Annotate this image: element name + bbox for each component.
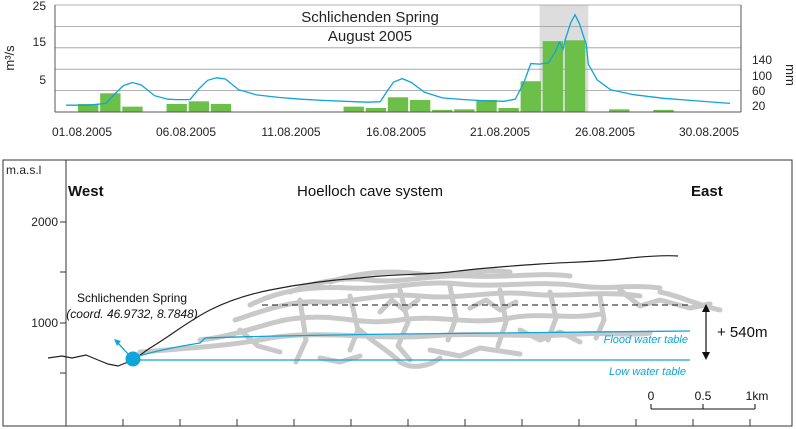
precipitation-bar [166,103,187,112]
y-right-tick-label: 20 [752,99,766,113]
y-right-tick-label: 140 [752,53,772,67]
x-tick-label: 26.08.2005 [575,125,635,139]
cave-passages [137,268,723,369]
x-tick-label: 01.08.2005 [52,125,112,139]
scale-label: 1km [746,389,769,403]
east-label: East [691,183,723,200]
precipitation-bar [343,106,364,112]
flood-water-table-line [132,330,691,359]
precipitation-bar [210,103,232,112]
precipitation-bar [409,99,431,112]
spring-arrow-head [114,339,121,346]
y-left-tick-label: 15 [33,35,47,49]
y-right-tick-label: 100 [752,69,772,83]
x-tick-label: 16.08.2005 [366,125,426,139]
x-tick-label: 21.08.2005 [470,125,530,139]
x-tick-label: 11.08.2005 [261,125,320,139]
diagram-frame [2,159,793,427]
precipitation-bar [78,103,99,112]
spring-arrow [117,342,130,356]
diagram-title: Hoelloch cave system [297,183,443,200]
precipitation-bar [564,40,586,113]
y-right-tick-label: 60 [752,84,766,98]
precipitation-bar [609,109,630,112]
chart-title: Schlichenden Spring [301,9,439,26]
y-tick-label: 2000 [31,215,58,229]
precipitation-bar [387,97,409,112]
precipitation-bar [653,109,674,112]
low-water-table-label: Low water table [609,366,686,378]
spring-coordinates-label: (coord. 46.9732, 8.7848) [66,307,197,321]
x-tick-label: 06.08.2005 [156,125,216,139]
precipitation-bar [498,107,519,112]
precipitation-bar [454,109,475,112]
gridlines [55,4,741,91]
scale-label: 0.5 [695,389,712,403]
cave-cross-section: 2000 1000 m.a.s.l [2,159,793,427]
terrain-profile [47,255,679,367]
y-axis-label: m.a.s.l [6,163,41,177]
precipitation-bar [432,109,453,112]
chart-subtitle: August 2005 [328,28,412,45]
y-left-axis-label: m³/s [2,45,17,71]
precipitation-bar [542,41,564,112]
west-label: West [68,183,104,200]
precipitation-bar [476,99,497,112]
precipitation-bar [100,93,121,112]
scale-bar: 0 0.5 1km [648,389,769,410]
precipitation-bar [188,101,210,112]
precipitation-bar [122,106,143,112]
spring-label: Schlichenden Spring [77,291,187,305]
spring-marker [125,351,141,367]
x-ticks [65,419,751,426]
rise-arrow-head-down [702,352,710,360]
rise-label: + 540m [717,324,767,341]
scale-label: 0 [648,389,655,403]
y-tick-label: 1000 [31,316,58,330]
precipitation-bars [78,40,674,113]
precipitation-bar [520,81,541,112]
flood-water-table-label: Flood water table [604,334,688,346]
y-left-tick-label: 25 [33,0,47,13]
precipitation-bar [365,107,387,112]
y-left-tick-label: 5 [39,73,46,87]
discharge-series-line [66,13,730,106]
hydrograph-chart: 25 15 5 m³/s 140 100 60 20 mm 01.08.2005… [2,0,796,139]
rise-arrow-head-up [702,304,710,312]
x-tick-label: 30.08.2005 [679,125,739,139]
y-right-axis-label: mm [783,64,796,86]
